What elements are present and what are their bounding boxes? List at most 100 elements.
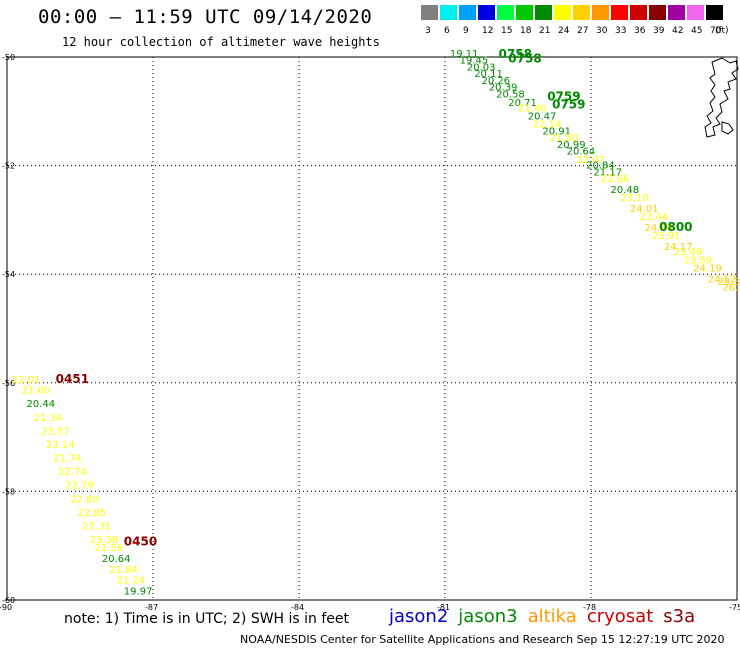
scale-label: 15 <box>501 26 513 36</box>
coastline <box>721 121 734 135</box>
scale-swatch <box>459 5 476 20</box>
lat-tick-label: -60 <box>2 596 15 605</box>
swh-reading: 20.64 <box>102 554 131 565</box>
lat-tick-label: -56 <box>2 379 15 388</box>
swh-reading: 23.57 <box>41 426 70 437</box>
swh-reading: 22.31 <box>82 521 111 532</box>
lon-tick-label: -84 <box>291 603 304 612</box>
swh-reading: 20.47 <box>528 111 557 122</box>
swh-reading: 24.60 <box>645 223 674 234</box>
swh-reading: 21.74 <box>53 454 82 465</box>
swh-reading: 21.50 <box>550 133 579 144</box>
scale-label: 21 <box>539 26 551 36</box>
swh-reading: 20.91 <box>542 127 571 138</box>
swh-reading: 24.52 <box>708 274 737 285</box>
map-frame <box>6 56 738 601</box>
swh-reading: 20.39 <box>489 83 518 94</box>
pass-time-label: 0450 <box>124 535 157 549</box>
lon-tick-label: -87 <box>145 603 158 612</box>
satellite-jason2: jason2 <box>389 606 449 627</box>
scale-label: 24 <box>558 26 570 36</box>
swh-reading: 26.24 <box>722 282 740 293</box>
scale-swatch <box>497 5 514 20</box>
swh-reading: 19.11 <box>450 49 479 60</box>
swh-reading: 22.80 <box>70 494 99 505</box>
scale-swatch <box>535 5 552 20</box>
pass-time-label: 0800 <box>659 220 692 234</box>
swh-reading: 20.26 <box>482 76 511 87</box>
scale-swatch <box>478 5 495 20</box>
scale-swatch <box>668 5 685 20</box>
swh-reading: 20.44 <box>26 399 55 410</box>
swh-reading: 22.14 <box>533 120 562 131</box>
swh-reading: 23.59 <box>683 255 712 266</box>
scale-swatch <box>573 5 590 20</box>
swh-reading: 22.85 <box>78 508 107 519</box>
scale-label: 33 <box>615 26 627 36</box>
lon-tick-label: -90 <box>0 603 12 612</box>
satellite-altika: altika <box>527 606 577 627</box>
scale-swatch <box>706 5 723 20</box>
lon-tick-label: -81 <box>437 603 450 612</box>
lat-tick-label: -52 <box>2 162 15 171</box>
scale-swatch <box>592 5 609 20</box>
swh-reading: 23.14 <box>46 440 75 451</box>
swh-reading: 23.49 <box>674 247 703 258</box>
swh-reading: 21.60 <box>22 386 51 397</box>
scale-label: 3 <box>425 26 431 36</box>
swh-reading: 21.84 <box>109 565 138 576</box>
satellite-jason3: jason3 <box>458 606 518 627</box>
satellite-legend: jason2 jason3 altika cryosat s3a <box>389 606 705 627</box>
swh-reading: 20.03 <box>467 63 496 74</box>
scale-swatch <box>630 5 647 20</box>
pass-time-label: 0451 <box>56 372 89 386</box>
chart-subtitle: 12 hour collection of altimeter wave hei… <box>62 35 380 49</box>
swh-reading: 21.34 <box>34 413 63 424</box>
swh-reading: 25.36 <box>718 277 740 288</box>
lon-tick-label: -75 <box>729 603 740 612</box>
swh-reading: 20.11 <box>474 69 503 80</box>
scale-swatch <box>687 5 704 20</box>
scale-swatch <box>611 5 628 20</box>
satellite-cryosat: cryosat <box>586 606 654 627</box>
scale-swatch <box>649 5 666 20</box>
scale-label: 18 <box>520 26 532 36</box>
scale-label: 36 <box>634 26 646 36</box>
scale-label: 27 <box>577 26 589 36</box>
swh-reading: 23.44 <box>640 212 669 223</box>
scale-label: 6 <box>444 26 450 36</box>
coastline <box>704 57 739 138</box>
swh-reading: 21.56 <box>95 543 124 554</box>
lat-tick-label: -50 <box>2 53 15 62</box>
swh-reading: 19.97 <box>124 587 153 598</box>
swh-reading: 23.91 <box>652 231 681 242</box>
scale-swatch <box>516 5 533 20</box>
swh-reading: 21.17 <box>593 167 622 178</box>
swh-reading: 19.45 <box>460 56 489 67</box>
swh-reading: 20.84 <box>586 160 615 171</box>
scale-swatch <box>440 5 457 20</box>
scale-swatch <box>421 5 438 20</box>
scale-label: 42 <box>672 26 684 36</box>
pass-time-label: 0759 <box>552 98 585 112</box>
pass-time-label: 0759 <box>547 89 580 103</box>
lat-tick-label: -58 <box>2 487 15 496</box>
swh-reading: 20.99 <box>557 140 586 151</box>
swh-reading: 23.10 <box>620 193 649 204</box>
pass-time-label: 0758 <box>499 47 532 61</box>
swh-reading: 21.40 <box>518 103 547 114</box>
scale-label: 45 <box>691 26 703 36</box>
swh-reading: 22.74 <box>58 467 87 478</box>
swh-reading: 22.07 <box>576 155 605 166</box>
pass-time-label: 0758 <box>508 51 541 65</box>
scale-swatch <box>554 5 571 20</box>
scale-label: 39 <box>653 26 665 36</box>
footer-credit: NOAA/NESDIS Center for Satellite Applica… <box>240 633 725 646</box>
swh-reading: 22.01 <box>12 375 41 386</box>
scale-label: 12 <box>482 26 494 36</box>
swh-reading: 22.66 <box>601 174 630 185</box>
swh-reading: 20.64 <box>567 147 596 158</box>
scale-label: 70 <box>710 26 722 36</box>
units-note: note: 1) Time is in UTC; 2) SWH is in fe… <box>64 611 350 627</box>
